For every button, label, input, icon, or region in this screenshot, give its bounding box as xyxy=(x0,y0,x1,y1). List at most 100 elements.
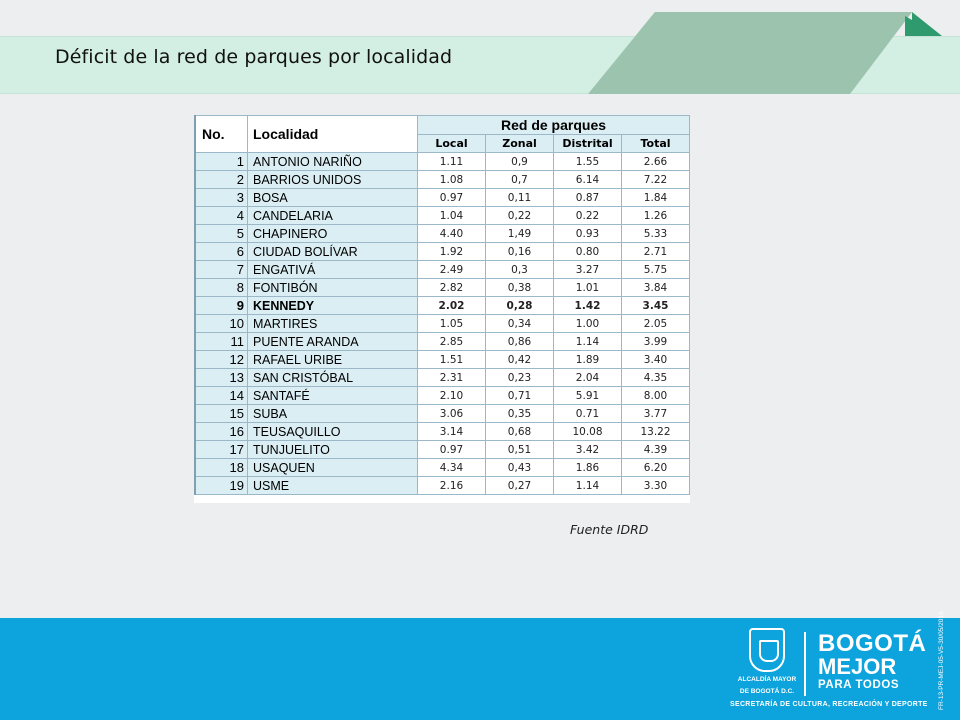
cell-distrital: 1.00 xyxy=(553,314,622,333)
cell-zonal: 0,9 xyxy=(485,152,554,171)
table-row: 16 TEUSAQUILLO 3.14 0,68 10.08 13.22 xyxy=(194,422,690,441)
table-row: 17 TUNJUELITO 0.97 0,51 3.42 4.39 xyxy=(194,440,690,459)
cell-total: 3.84 xyxy=(621,278,690,297)
bogota-mejor-logo: BOGOTÁ MEJOR PARA TODOS xyxy=(818,632,926,692)
cell-zonal: 1,49 xyxy=(485,224,554,243)
cell-total: 6.20 xyxy=(621,458,690,477)
row-number: 6 xyxy=(194,242,248,261)
cell-total: 5.75 xyxy=(621,260,690,279)
table-row: 13 SAN CRISTÓBAL 2.31 0,23 2.04 4.35 xyxy=(194,368,690,387)
cell-local: 2.85 xyxy=(417,332,486,351)
row-localidad: TEUSAQUILLO xyxy=(247,422,418,441)
cell-distrital: 0.80 xyxy=(553,242,622,261)
cell-zonal: 0,38 xyxy=(485,278,554,297)
row-number: 16 xyxy=(194,422,248,441)
cell-zonal: 0,11 xyxy=(485,188,554,207)
cell-total: 3.45 xyxy=(621,296,690,315)
table-row: 12 RAFAEL URIBE 1.51 0,42 1.89 3.40 xyxy=(194,350,690,369)
cell-local: 2.82 xyxy=(417,278,486,297)
cell-local: 1.05 xyxy=(417,314,486,333)
cell-total: 3.77 xyxy=(621,404,690,423)
row-number: 3 xyxy=(194,188,248,207)
table-row: 9 KENNEDY 2.02 0,28 1.42 3.45 xyxy=(194,296,690,315)
cell-total: 7.22 xyxy=(621,170,690,189)
cell-zonal: 0,23 xyxy=(485,368,554,387)
cell-total: 3.40 xyxy=(621,350,690,369)
row-localidad: FONTIBÓN xyxy=(247,278,418,297)
cell-local: 4.34 xyxy=(417,458,486,477)
row-number: 7 xyxy=(194,260,248,279)
row-number: 8 xyxy=(194,278,248,297)
footer-bar xyxy=(0,618,960,720)
table-row: 15 SUBA 3.06 0,35 0.71 3.77 xyxy=(194,404,690,423)
cell-distrital: 0.22 xyxy=(553,206,622,225)
cell-distrital: 1.89 xyxy=(553,350,622,369)
row-number: 9 xyxy=(194,296,248,315)
cell-zonal: 0,42 xyxy=(485,350,554,369)
cell-total: 2.66 xyxy=(621,152,690,171)
row-number: 15 xyxy=(194,404,248,423)
alcaldia-line2: DE BOGOTÁ D.C. xyxy=(739,688,795,695)
cell-local: 1.51 xyxy=(417,350,486,369)
cell-zonal: 0,28 xyxy=(485,296,554,315)
row-number: 12 xyxy=(194,350,248,369)
cell-zonal: 0,7 xyxy=(485,170,554,189)
cell-zonal: 0,34 xyxy=(485,314,554,333)
logo-divider xyxy=(804,632,806,696)
row-localidad: SUBA xyxy=(247,404,418,423)
row-localidad: PUENTE ARANDA xyxy=(247,332,418,351)
logo-bogota: BOGOTÁ xyxy=(818,630,927,657)
cell-distrital: 5.91 xyxy=(553,386,622,405)
cell-total: 4.35 xyxy=(621,368,690,387)
row-localidad: CIUDAD BOLÍVAR xyxy=(247,242,418,261)
cell-local: 1.04 xyxy=(417,206,486,225)
subheader-distrital: Distrital xyxy=(553,133,622,153)
table-row: 5 CHAPINERO 4.40 1,49 0.93 5.33 xyxy=(194,224,690,243)
cell-zonal: 0,71 xyxy=(485,386,554,405)
alcaldia-line1: ALCALDÍA MAYOR xyxy=(737,676,797,683)
table-row: 8 FONTIBÓN 2.82 0,38 1.01 3.84 xyxy=(194,278,690,297)
row-localidad: BARRIOS UNIDOS xyxy=(247,170,418,189)
row-localidad: RAFAEL URIBE xyxy=(247,350,418,369)
cell-local: 1.92 xyxy=(417,242,486,261)
row-localidad: KENNEDY xyxy=(247,296,418,315)
subheader-total: Total xyxy=(621,133,690,153)
row-localidad: TUNJUELITO xyxy=(247,440,418,459)
table-row: 1 ANTONIO NARIÑO 1.11 0,9 1.55 2.66 xyxy=(194,152,690,171)
cell-distrital: 0.93 xyxy=(553,224,622,243)
cell-local: 3.06 xyxy=(417,404,486,423)
cell-zonal: 0,22 xyxy=(485,206,554,225)
row-number: 1 xyxy=(194,152,248,171)
cell-distrital: 1.14 xyxy=(553,476,622,495)
row-localidad: USME xyxy=(247,476,418,495)
cell-distrital: 6.14 xyxy=(553,170,622,189)
row-number: 14 xyxy=(194,386,248,405)
table-row: 18 USAQUEN 4.34 0,43 1.86 6.20 xyxy=(194,458,690,477)
table-row: 19 USME 2.16 0,27 1.14 3.30 xyxy=(194,476,690,495)
subheader-zonal: Zonal xyxy=(485,133,554,153)
cell-local: 2.31 xyxy=(417,368,486,387)
cell-zonal: 0,86 xyxy=(485,332,554,351)
logo-para-todos: PARA TODOS xyxy=(818,679,900,691)
row-localidad: ENGATIVÁ xyxy=(247,260,418,279)
header-red-de-parques: Red de parques xyxy=(417,115,690,135)
row-localidad: BOSA xyxy=(247,188,418,207)
cell-distrital: 1.86 xyxy=(553,458,622,477)
row-localidad: CHAPINERO xyxy=(247,224,418,243)
logo-mejor: MEJOR xyxy=(818,654,897,679)
cell-zonal: 0,51 xyxy=(485,440,554,459)
cell-total: 3.99 xyxy=(621,332,690,351)
cell-total: 8.00 xyxy=(621,386,690,405)
cell-zonal: 0,16 xyxy=(485,242,554,261)
row-number: 19 xyxy=(194,476,248,495)
cell-distrital: 2.04 xyxy=(553,368,622,387)
cell-local: 2.16 xyxy=(417,476,486,495)
cell-total: 4.39 xyxy=(621,440,690,459)
row-localidad: SANTAFÉ xyxy=(247,386,418,405)
row-number: 11 xyxy=(194,332,248,351)
table-row: 10 MARTIRES 1.05 0,34 1.00 2.05 xyxy=(194,314,690,333)
cell-distrital: 10.08 xyxy=(553,422,622,441)
page-title: Déficit de la red de parques por localid… xyxy=(55,46,453,68)
table-row: 4 CANDELARIA 1.04 0,22 0.22 1.26 xyxy=(194,206,690,225)
cell-local: 2.10 xyxy=(417,386,486,405)
